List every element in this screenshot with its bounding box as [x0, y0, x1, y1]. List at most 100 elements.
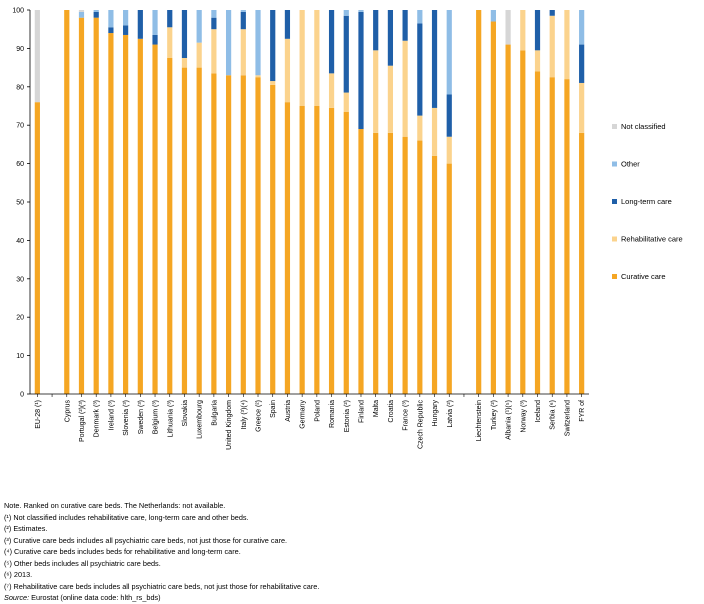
bar-segment [549, 77, 555, 394]
note-1: (¹) Not classified includes rehabilitati… [4, 512, 249, 522]
bar-segment [579, 10, 585, 45]
bar-segment [255, 77, 261, 394]
bar-segment [211, 10, 217, 18]
bar-segment [534, 10, 541, 51]
y-axis: 0 10 20 30 40 50 60 70 80 90 100 [12, 8, 31, 399]
x-tick-label: Ireland (³) [108, 400, 115, 430]
bar-segment [225, 10, 232, 76]
x-tick-label: Albania (¹)(⁵) [506, 400, 513, 440]
x-tick-label: Romania [329, 400, 336, 428]
bar-segment [167, 27, 173, 58]
bar-segment [196, 10, 202, 43]
bar-segment [328, 10, 335, 74]
legend-label: Curative care [621, 272, 666, 281]
bar-segment [505, 44, 511, 395]
bar-segment [358, 129, 364, 395]
bar-segment [181, 67, 188, 394]
bar-segment [358, 11, 364, 130]
legend-label: Rehabilitative care [621, 235, 683, 244]
bar-segment [284, 10, 291, 39]
x-tick-label: Estonia (²) [344, 400, 351, 432]
bar-segment [255, 75, 261, 78]
bar-segment [167, 58, 173, 394]
x-tick-label: Liechtenstein [476, 400, 483, 441]
bar-segment [387, 65, 394, 133]
stacked-bar-chart: 0 10 20 30 40 50 60 70 80 90 100 EU-28 (¹) Cyprus Po… [12, 8, 683, 450]
bar-segment [181, 10, 188, 58]
bar-segment [137, 10, 143, 39]
bar-segment [579, 44, 585, 83]
x-tick-label: Denmark (³) [94, 400, 101, 437]
bar-segment [167, 10, 173, 28]
bar-segment [270, 10, 276, 82]
bar-segment [181, 58, 188, 68]
bar-segment [343, 10, 349, 16]
bar-segment [343, 111, 349, 394]
note-4: (⁴) Curative care beds includes beds for… [4, 547, 241, 557]
legend-label: Other [621, 160, 640, 169]
bar-segment [240, 11, 246, 30]
y-tick-label: 20 [16, 315, 24, 322]
note-3: (³) Curative care beds includes all psyc… [4, 535, 288, 545]
legend-swatch [612, 236, 617, 242]
bar-segment [564, 10, 570, 80]
y-tick-label: 60 [16, 161, 24, 168]
bar-segment [358, 10, 364, 12]
bar-segment [270, 84, 276, 394]
x-tick-label: Spain [270, 400, 277, 418]
bar-segment [284, 38, 291, 103]
bar-segment [152, 10, 158, 35]
bar-segment [152, 34, 158, 45]
bar-segment [328, 107, 335, 395]
bar-segment [328, 73, 335, 108]
bar-segment [417, 140, 423, 394]
y-tick-label: 80 [16, 84, 24, 91]
x-tick-label: Latvia (²) [447, 400, 454, 428]
x-tick-label: Switzerland [564, 400, 571, 436]
bar-segment [270, 81, 276, 85]
bar-segment [196, 67, 202, 394]
bar-segment [152, 44, 158, 395]
x-tick-label: Slovakia [182, 400, 189, 427]
x-tick-label: Cyprus [64, 400, 71, 423]
source-label: Source: [4, 593, 30, 603]
bar-segment [314, 106, 320, 394]
bar-segment [299, 10, 305, 106]
bar-segment [446, 94, 452, 137]
bar-segment [196, 42, 202, 68]
x-tick-label: Turkey (²) [491, 400, 498, 430]
bar-segment [431, 155, 438, 394]
x-tick-label: Poland [314, 400, 321, 422]
bar-segment [123, 25, 129, 35]
bar-segment [387, 10, 394, 66]
note-2: (²) Estimates. [4, 524, 48, 534]
bar-segment [314, 10, 320, 106]
bar-segment [431, 107, 438, 156]
bar-segment [343, 15, 349, 93]
x-tick-label: Norway (³) [520, 400, 527, 433]
footnotes: Note. Ranked on curative care beds. The … [4, 500, 694, 604]
source-line: Source: Eurostat (online data code: hlth… [4, 592, 694, 604]
bar-segment [240, 10, 246, 12]
bar-segment [402, 136, 408, 394]
x-axis: EU-28 (¹) Cyprus Portugal (²)(³) Denmark (³… [30, 393, 589, 450]
bar-segment [490, 21, 496, 395]
y-tick-label: 70 [16, 123, 24, 130]
legend-label: Not classified [621, 122, 666, 131]
note-5: (⁵) Other beds includes all psychiatric … [4, 558, 161, 568]
bar-segment [137, 38, 143, 395]
bar-segment [373, 50, 379, 133]
x-tick-label: Czech Republic [417, 400, 424, 450]
legend: Not classified Other Long-term care Rehabil… [612, 122, 683, 281]
bar-segment [579, 82, 585, 133]
bar-segment [446, 163, 452, 394]
x-tick-label: Belgium (³) [153, 400, 160, 434]
bar-segment [123, 10, 129, 26]
legend-swatch [612, 124, 617, 129]
bar-segment [564, 79, 570, 395]
bar-segment [284, 102, 291, 394]
bar-segment [446, 10, 452, 95]
legend-label: Long-term care [621, 197, 672, 206]
bar-segment [373, 10, 379, 51]
bar-segment [431, 10, 438, 108]
